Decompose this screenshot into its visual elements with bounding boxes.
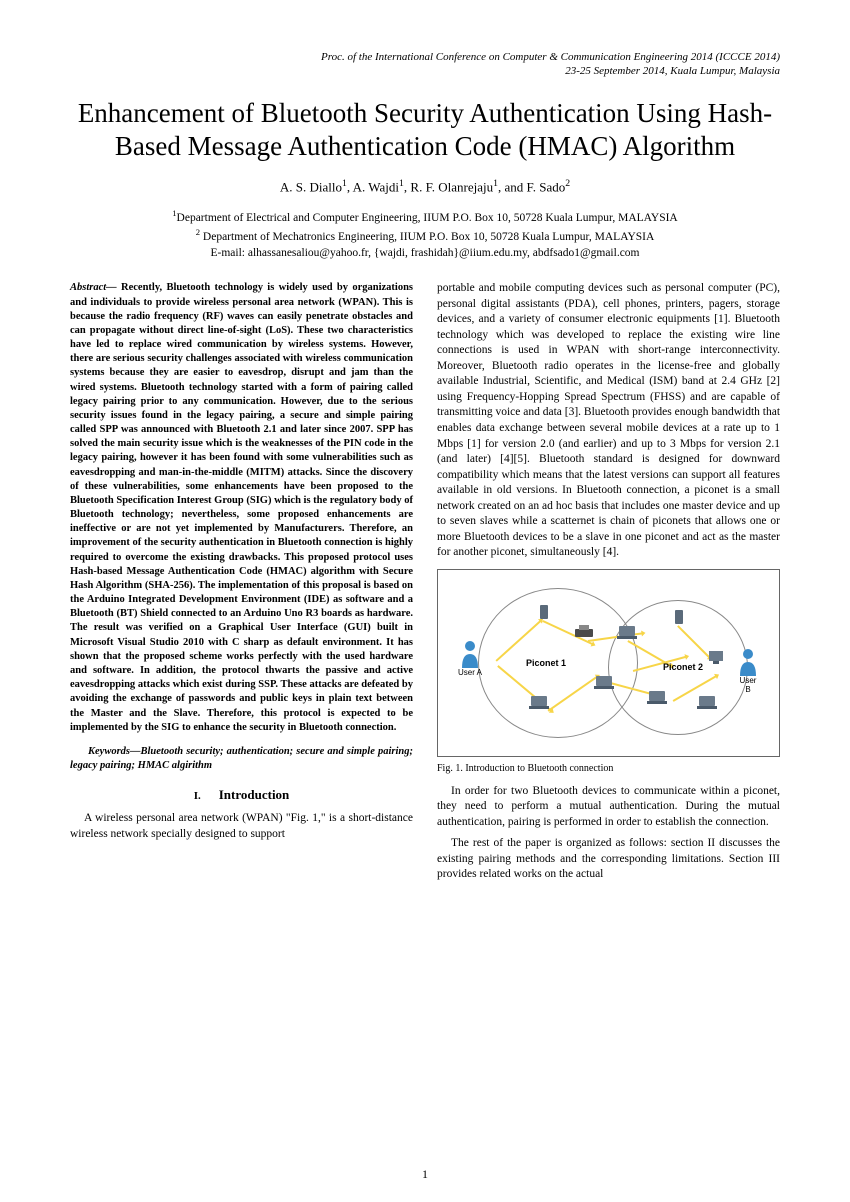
laptop-device-icon — [616, 625, 638, 641]
section-1-number: I. — [194, 790, 201, 802]
laptop-device-icon — [646, 690, 668, 706]
pc-device-icon — [706, 650, 728, 666]
intro-para-2: portable and mobile computing devices su… — [437, 281, 780, 560]
left-column: Abstract— Recently, Bluetooth technology… — [70, 281, 413, 888]
phone-device-icon — [533, 605, 555, 621]
user-b-label: User B — [736, 676, 760, 694]
laptop-device-icon — [528, 695, 550, 711]
proceedings-line-1: Proc. of the International Conference on… — [70, 50, 780, 64]
figure-1: User A User B Piconet 1 Piconet 2 — [437, 569, 780, 757]
keywords-line: Keywords—Bluetooth security; authenticat… — [70, 745, 413, 773]
affiliation-1: 1Department of Electrical and Computer E… — [70, 207, 780, 226]
user-a-icon: User A — [458, 640, 482, 677]
right-column: portable and mobile computing devices su… — [437, 281, 780, 888]
figure-1-caption: Fig. 1. Introduction to Bluetooth connec… — [437, 763, 780, 774]
section-1-title: Introduction — [219, 787, 290, 802]
authors-line: A. S. Diallo1, A. Wajdi1, R. F. Olanreja… — [70, 178, 780, 195]
phone-device-icon — [668, 610, 690, 626]
laptop-device-icon — [593, 675, 615, 691]
user-a-label: User A — [458, 668, 482, 677]
abstract-paragraph: Abstract— Recently, Bluetooth technology… — [70, 281, 413, 735]
piconet-1-label: Piconet 1 — [526, 658, 566, 668]
affiliations-block: 1Department of Electrical and Computer E… — [70, 207, 780, 261]
abstract-text: Recently, Bluetooth technology is widely… — [70, 282, 413, 732]
section-1-heading: I. Introduction — [70, 787, 413, 803]
intro-para-4: The rest of the paper is organized as fo… — [437, 836, 780, 883]
laptop-device-icon — [696, 695, 718, 711]
intro-para-1: A wireless personal area network (WPAN) … — [70, 811, 413, 842]
printer-device-icon — [573, 625, 595, 641]
paper-title: Enhancement of Bluetooth Security Authen… — [70, 97, 780, 165]
affiliation-2: 2 Department of Mechatronics Engineering… — [70, 226, 780, 245]
page-number: 1 — [422, 1167, 428, 1182]
proceedings-line-2: 23-25 September 2014, Kuala Lumpur, Mala… — [70, 64, 780, 78]
affiliation-email: E-mail: alhassanesaliou@yahoo.fr, {wajdi… — [70, 245, 780, 261]
abstract-label: Abstract— — [70, 282, 117, 293]
piconet-2-label: Piconet 2 — [663, 662, 703, 672]
user-b-icon: User B — [736, 648, 760, 694]
proceedings-header: Proc. of the International Conference on… — [70, 50, 780, 79]
two-column-body: Abstract— Recently, Bluetooth technology… — [70, 281, 780, 888]
intro-para-3: In order for two Bluetooth devices to co… — [437, 784, 780, 831]
